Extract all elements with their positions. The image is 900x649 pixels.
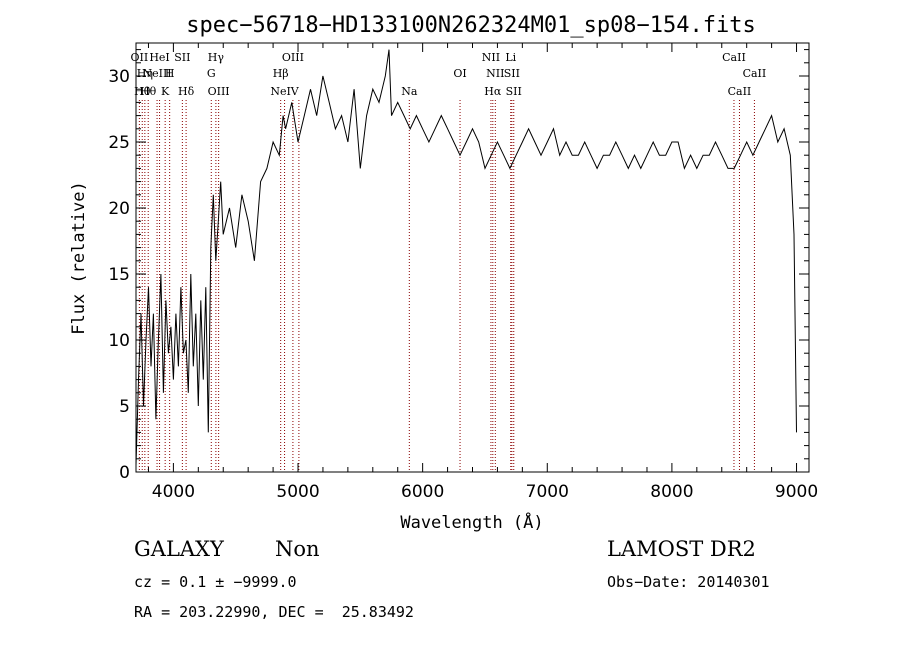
y-tick-label-25: 25: [108, 133, 130, 153]
line-label-8: SII: [174, 51, 190, 64]
x-axis-label: Wavelength (Å): [400, 511, 543, 533]
y-tick-label-5: 5: [119, 397, 130, 417]
y-tick-label-10: 10: [108, 331, 130, 351]
line-label-26: CaII: [728, 85, 752, 98]
line-label-0: OII: [131, 51, 149, 64]
x-tick-label-6000: 6000: [401, 482, 444, 502]
line-label-19: NII: [482, 51, 500, 64]
line-label-7: H: [165, 67, 175, 80]
y-axis: 0 5 10 15 20 25 30: [108, 49, 809, 483]
line-label-22: Li: [505, 51, 516, 64]
coordinates-readout: RA = 203.22990, DEC = 25.83492: [134, 603, 414, 621]
x-tick-label-4000: 4000: [152, 482, 195, 502]
line-label-24: SII: [506, 85, 522, 98]
line-label-5: HeI: [149, 51, 169, 64]
chart-title: spec−56718−HD133100N262324M01_sp08−154.f…: [186, 13, 756, 38]
line-label-6: K: [161, 85, 170, 98]
line-label-10: G: [207, 67, 216, 80]
x-tick-label-5000: 5000: [276, 482, 319, 502]
redshift-readout: cz = 0.1 ± −9999.0: [134, 573, 297, 591]
line-label-2: Hη: [137, 67, 153, 80]
line-label-15: OIII: [282, 51, 304, 64]
object-subclass: Non: [275, 537, 320, 561]
plot-frame: [135, 42, 810, 473]
line-label-11: Hγ: [208, 51, 225, 64]
x-tick-label-9000: 9000: [775, 482, 818, 502]
line-label-18: OI: [453, 67, 466, 80]
line-label-13: Hβ: [273, 67, 289, 80]
y-axis-label: Flux (relative): [69, 181, 89, 335]
survey-name: LAMOST DR2: [607, 537, 756, 561]
line-label-20: Hα: [484, 85, 502, 98]
line-label-4: NeIII: [142, 67, 171, 80]
line-label-25: CaII: [722, 51, 746, 64]
x-tick-label-7000: 7000: [526, 482, 569, 502]
line-label-21: NII: [486, 67, 504, 80]
spectrum-line: [135, 49, 797, 466]
line-label-3: Hθ: [140, 85, 157, 98]
line-label-27: CaII: [743, 67, 767, 80]
line-label-23: SII: [504, 67, 520, 80]
y-tick-label-20: 20: [108, 199, 130, 219]
line-label-14: NeIV: [270, 85, 299, 98]
y-tick-label-15: 15: [108, 265, 130, 285]
x-axis: 4000 5000 6000 7000 8000 9000: [147, 43, 818, 502]
line-label-9: Hδ: [178, 85, 195, 98]
line-label-17: Na: [401, 85, 418, 98]
line-label-12: OIII: [208, 85, 230, 98]
object-class: GALAXY: [134, 537, 224, 561]
observation-date: Obs−Date: 20140301: [607, 573, 770, 591]
x-tick-label-8000: 8000: [650, 482, 693, 502]
spectral-line-markers: OII Hθ Hη Hθ NeIII HeI KH SII Hδ G Hγ OIII Hβ NeIV OII…: [131, 51, 767, 472]
y-tick-label-30: 30: [108, 67, 130, 87]
y-tick-label-0: 0: [119, 463, 130, 483]
line-label-1: Hθ: [134, 85, 151, 98]
